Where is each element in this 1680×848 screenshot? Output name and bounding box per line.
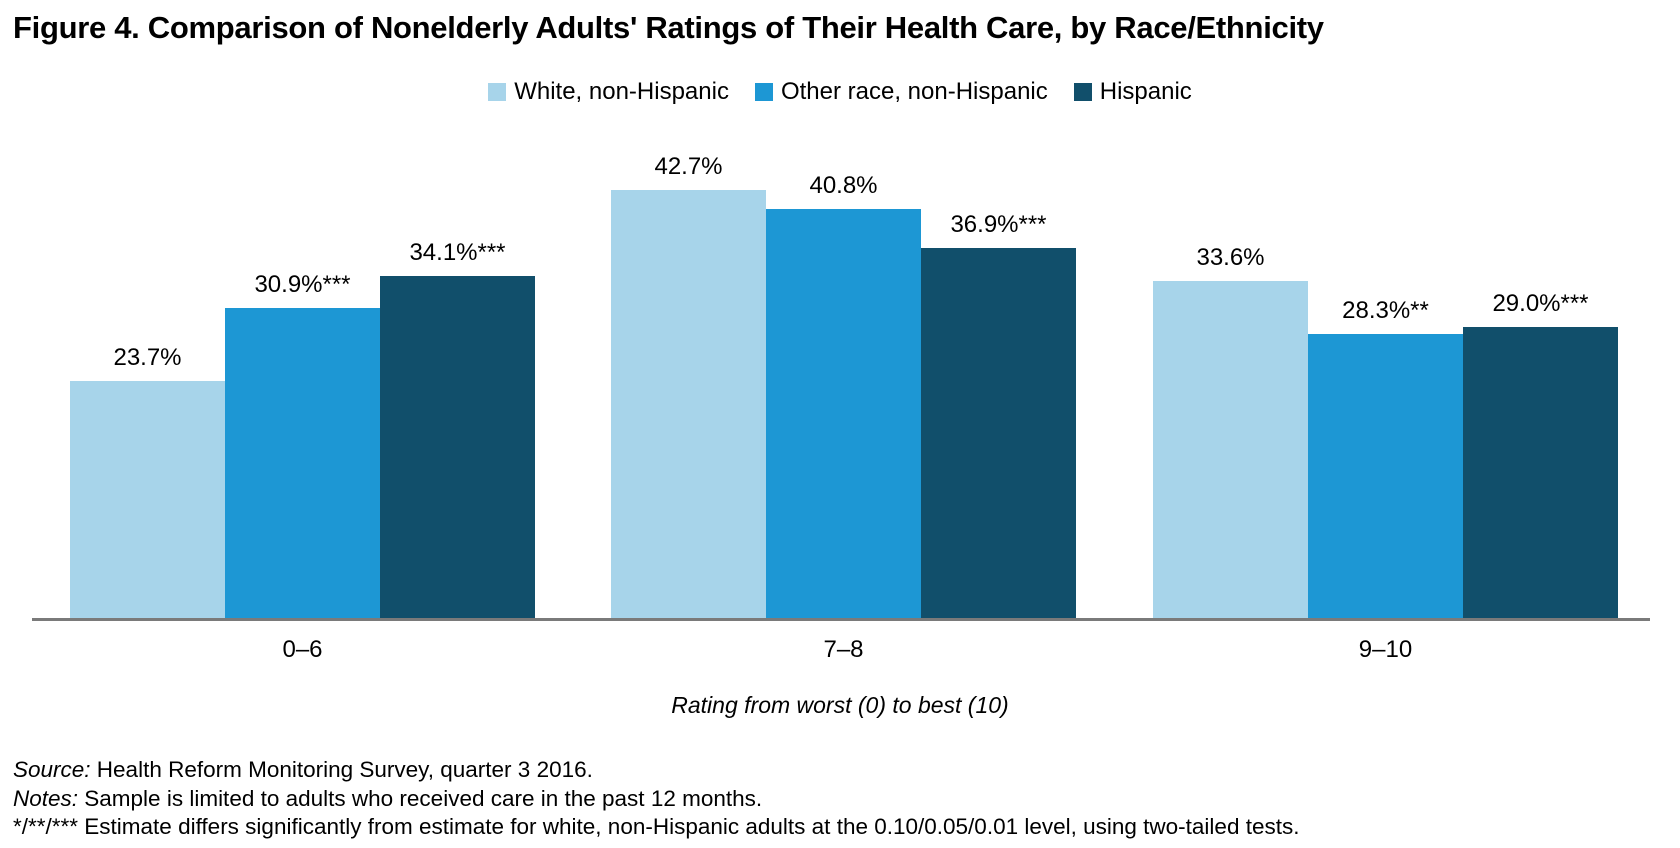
bar-slot-hispanic-7-8: 36.9%*** bbox=[921, 0, 1076, 618]
footnotes: Source: Health Reform Monitoring Survey,… bbox=[13, 756, 1653, 842]
legend-item-white-non-hispanic: White, non-Hispanic bbox=[488, 78, 729, 106]
bar-slot-white-non-hispanic-9-10: 33.6% bbox=[1153, 0, 1308, 618]
category-label-9-10: 9–10 bbox=[1358, 636, 1413, 663]
value-label-white-non-hispanic-9-10: 33.6% bbox=[1196, 244, 1265, 271]
significance-line: */**/*** Estimate differs significantly … bbox=[13, 814, 1300, 839]
bar-hispanic-7-8 bbox=[921, 248, 1076, 618]
bar-group-7-8: 42.7% 40.8% 36.9%*** bbox=[611, 0, 1076, 618]
chart-legend: White, non-Hispanic Other race, non-Hispa… bbox=[0, 76, 1680, 108]
legend-swatch-hispanic bbox=[1073, 83, 1092, 101]
page-title: Figure 4. Comparison of Nonelderly Adult… bbox=[13, 10, 1324, 45]
bar-white-non-hispanic-7-8 bbox=[611, 190, 766, 618]
value-label-other-race-non-hispanic-0-6: 30.9%*** bbox=[254, 271, 351, 298]
source-line: Source: Health Reform Monitoring Survey,… bbox=[13, 756, 1653, 785]
notes-text: Sample is limited to adults who received… bbox=[78, 785, 763, 811]
bar-group-0-6: 23.7% 30.9%*** 34.1%*** bbox=[70, 0, 535, 618]
bar-other-race-non-hispanic-9-10 bbox=[1308, 334, 1463, 618]
bar-hispanic-9-10 bbox=[1463, 327, 1618, 618]
category-label-7-8: 7–8 bbox=[823, 636, 864, 663]
bar-slot-white-non-hispanic-7-8: 42.7% bbox=[611, 0, 766, 618]
value-label-white-non-hispanic-0-6: 23.7% bbox=[113, 344, 182, 371]
bar-slot-hispanic-9-10: 29.0%*** bbox=[1463, 0, 1618, 618]
legend-label-hispanic: Hispanic bbox=[1099, 78, 1192, 105]
bar-white-non-hispanic-0-6 bbox=[70, 381, 225, 618]
value-label-hispanic-0-6: 34.1%*** bbox=[409, 239, 506, 266]
chart-area: 23.7% 30.9%*** 34.1%*** 42.7% 40.8% 36.9%*** 3… bbox=[70, 0, 1618, 618]
x-axis-title: Rating from worst (0) to best (10) bbox=[671, 692, 1009, 718]
bar-slot-other-race-non-hispanic-7-8: 40.8% bbox=[766, 0, 921, 618]
value-label-hispanic-7-8: 36.9%*** bbox=[950, 211, 1047, 238]
notes-label: Notes: bbox=[13, 785, 79, 811]
source-text: Health Reform Monitoring Survey, quarter… bbox=[90, 757, 593, 782]
source-label: Source: bbox=[13, 757, 91, 782]
notes-line: Notes: Sample is limited to adults who r… bbox=[13, 785, 1653, 814]
legend-label-other-race-non-hispanic: Other race, non-Hispanic bbox=[780, 78, 1048, 105]
bar-other-race-non-hispanic-7-8 bbox=[766, 209, 921, 618]
bar-white-non-hispanic-9-10 bbox=[1153, 281, 1308, 618]
bar-slot-white-non-hispanic-0-6: 23.7% bbox=[70, 0, 225, 618]
value-label-other-race-non-hispanic-7-8: 40.8% bbox=[809, 172, 878, 199]
category-label-0-6: 0–6 bbox=[282, 636, 323, 663]
legend-swatch-white-non-hispanic bbox=[488, 83, 507, 101]
x-axis-line bbox=[32, 618, 1650, 621]
legend-label-white-non-hispanic: White, non-Hispanic bbox=[514, 78, 729, 105]
bar-group-9-10: 33.6% 28.3%** 29.0%*** bbox=[1153, 0, 1618, 618]
bar-other-race-non-hispanic-0-6 bbox=[225, 308, 380, 618]
value-label-hispanic-9-10: 29.0%*** bbox=[1492, 290, 1589, 317]
legend-swatch-other-race-non-hispanic bbox=[754, 83, 773, 101]
value-label-white-non-hispanic-7-8: 42.7% bbox=[654, 153, 723, 180]
legend-item-hispanic: Hispanic bbox=[1073, 78, 1192, 106]
bar-slot-other-race-non-hispanic-0-6: 30.9%*** bbox=[225, 0, 380, 618]
bar-slot-other-race-non-hispanic-9-10: 28.3%** bbox=[1308, 0, 1463, 618]
bar-hispanic-0-6 bbox=[380, 276, 535, 618]
legend-item-other-race-non-hispanic: Other race, non-Hispanic bbox=[754, 78, 1048, 106]
x-axis-category-row: 0–6 7–8 9–10 bbox=[0, 636, 1680, 666]
bar-slot-hispanic-0-6: 34.1%*** bbox=[380, 0, 535, 618]
value-label-other-race-non-hispanic-9-10: 28.3%** bbox=[1342, 297, 1429, 324]
